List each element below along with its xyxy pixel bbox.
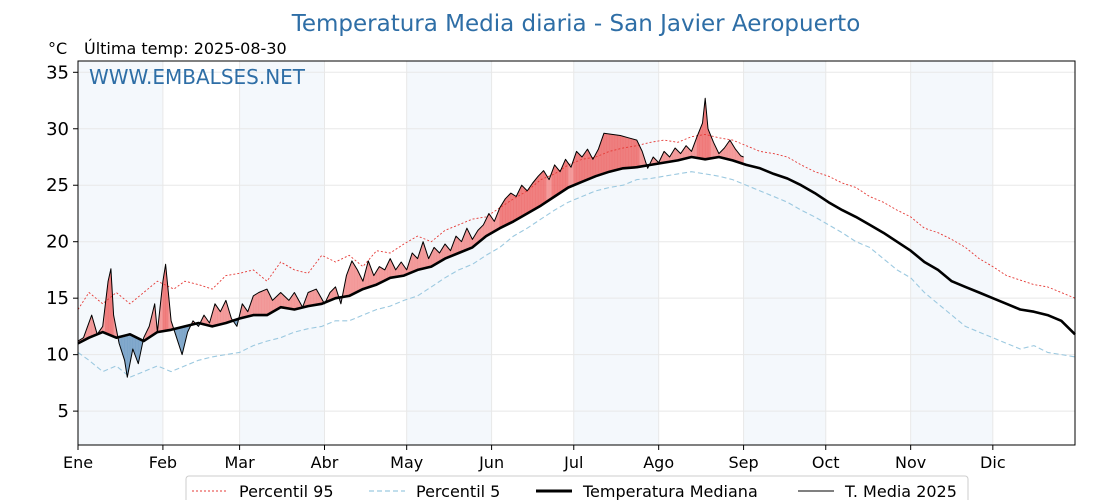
x-tick-label: Dic <box>980 453 1006 472</box>
x-tick-label: Oct <box>812 453 840 472</box>
y-tick-label: 30 <box>46 119 69 140</box>
legend: Percentil 95 Percentil 5 Temperatura Med… <box>185 475 969 500</box>
above-median-fill <box>540 170 544 206</box>
above-median-fill <box>625 136 629 169</box>
above-median-fill <box>529 182 533 213</box>
x-tick-label: Mar <box>225 453 256 472</box>
above-median-fill <box>622 136 627 169</box>
above-median-fill <box>351 260 355 295</box>
x-tick-label: Abr <box>311 453 339 472</box>
above-median-fill <box>628 137 632 169</box>
above-median-fill <box>313 288 317 306</box>
above-median-fill <box>554 164 558 197</box>
above-median-fill <box>606 133 610 173</box>
above-median-fill <box>609 133 613 172</box>
above-median-fill <box>253 293 257 316</box>
month-band <box>573 61 659 445</box>
month-band <box>910 61 993 445</box>
plot-frame <box>77 60 1076 446</box>
y-tick-label: 35 <box>46 62 69 83</box>
legend-p5-label: Percentil 5 <box>416 482 500 500</box>
watermark-text: WWW.EMBALSES.NET <box>89 65 306 89</box>
above-median-fill <box>535 175 539 210</box>
above-median-fill <box>521 184 525 217</box>
y-axis: 5 10 15 20 25 30 35 <box>46 62 78 422</box>
above-median-fill <box>513 194 517 222</box>
p5-line <box>77 171 1076 378</box>
above-median-fill <box>255 292 259 316</box>
above-median-fill <box>537 172 542 208</box>
x-tick-label: Nov <box>895 453 926 472</box>
above-median-fill <box>505 195 509 226</box>
series-lines <box>77 97 1076 378</box>
above-median-fill <box>584 148 588 182</box>
legend-median-label: Temperatura Mediana <box>582 482 758 500</box>
above-median-fill <box>617 134 621 170</box>
y-tick-label: 10 <box>46 345 69 366</box>
y-tick-label: 5 <box>58 401 69 422</box>
above-median-fill <box>261 289 265 316</box>
above-median-fill <box>633 139 637 168</box>
above-median-fill <box>579 153 583 184</box>
current-year-line <box>77 97 744 378</box>
x-tick-label: Jun <box>478 453 504 472</box>
above-median-fill <box>565 158 569 190</box>
legend-p95-label: Percentil 95 <box>239 482 334 500</box>
above-median-fill <box>611 134 616 172</box>
above-median-fill <box>307 291 312 307</box>
chart-title: Temperatura Media diaria - San Javier Ae… <box>291 11 861 37</box>
above-median-fill <box>264 288 268 316</box>
month-band <box>78 61 163 445</box>
y-tick-label: 15 <box>46 288 69 309</box>
above-median-fill <box>581 152 585 183</box>
month-band <box>239 61 325 445</box>
x-tick-label: Sep <box>729 453 759 472</box>
above-median-fill <box>543 169 547 205</box>
above-median-fill <box>510 192 514 224</box>
above-median-fill <box>620 135 624 170</box>
x-tick-label: Feb <box>149 453 177 472</box>
above-median-fill <box>614 134 618 171</box>
median-line <box>77 155 1076 345</box>
legend-current-label: T. Media 2025 <box>844 482 957 500</box>
month-band <box>743 61 826 445</box>
above-median-fill <box>576 150 580 185</box>
grid-lines <box>77 61 1075 445</box>
x-tick-label: May <box>390 453 423 472</box>
y-tick-label: 25 <box>46 175 69 196</box>
above-median-fill <box>507 192 511 225</box>
above-median-fill <box>631 138 635 168</box>
x-axis: Ene Feb Mar Abr May Jun Jul Ago Sep Oct Nov Dic <box>63 445 1006 472</box>
y-tick-label: 20 <box>46 232 69 253</box>
p95-line <box>77 133 1076 310</box>
x-tick-label: Ago <box>643 453 674 472</box>
above-median-fill <box>258 291 262 316</box>
last-temp-label: Última temp: 2025-08-30 <box>84 39 287 58</box>
x-tick-label: Jul <box>563 453 583 472</box>
x-tick-label: Ene <box>63 453 93 472</box>
month-bands <box>78 61 993 445</box>
legend-box <box>185 475 969 500</box>
above-median-fill <box>310 289 314 306</box>
unit-label: °C <box>48 39 67 58</box>
above-median-fill <box>557 167 561 196</box>
